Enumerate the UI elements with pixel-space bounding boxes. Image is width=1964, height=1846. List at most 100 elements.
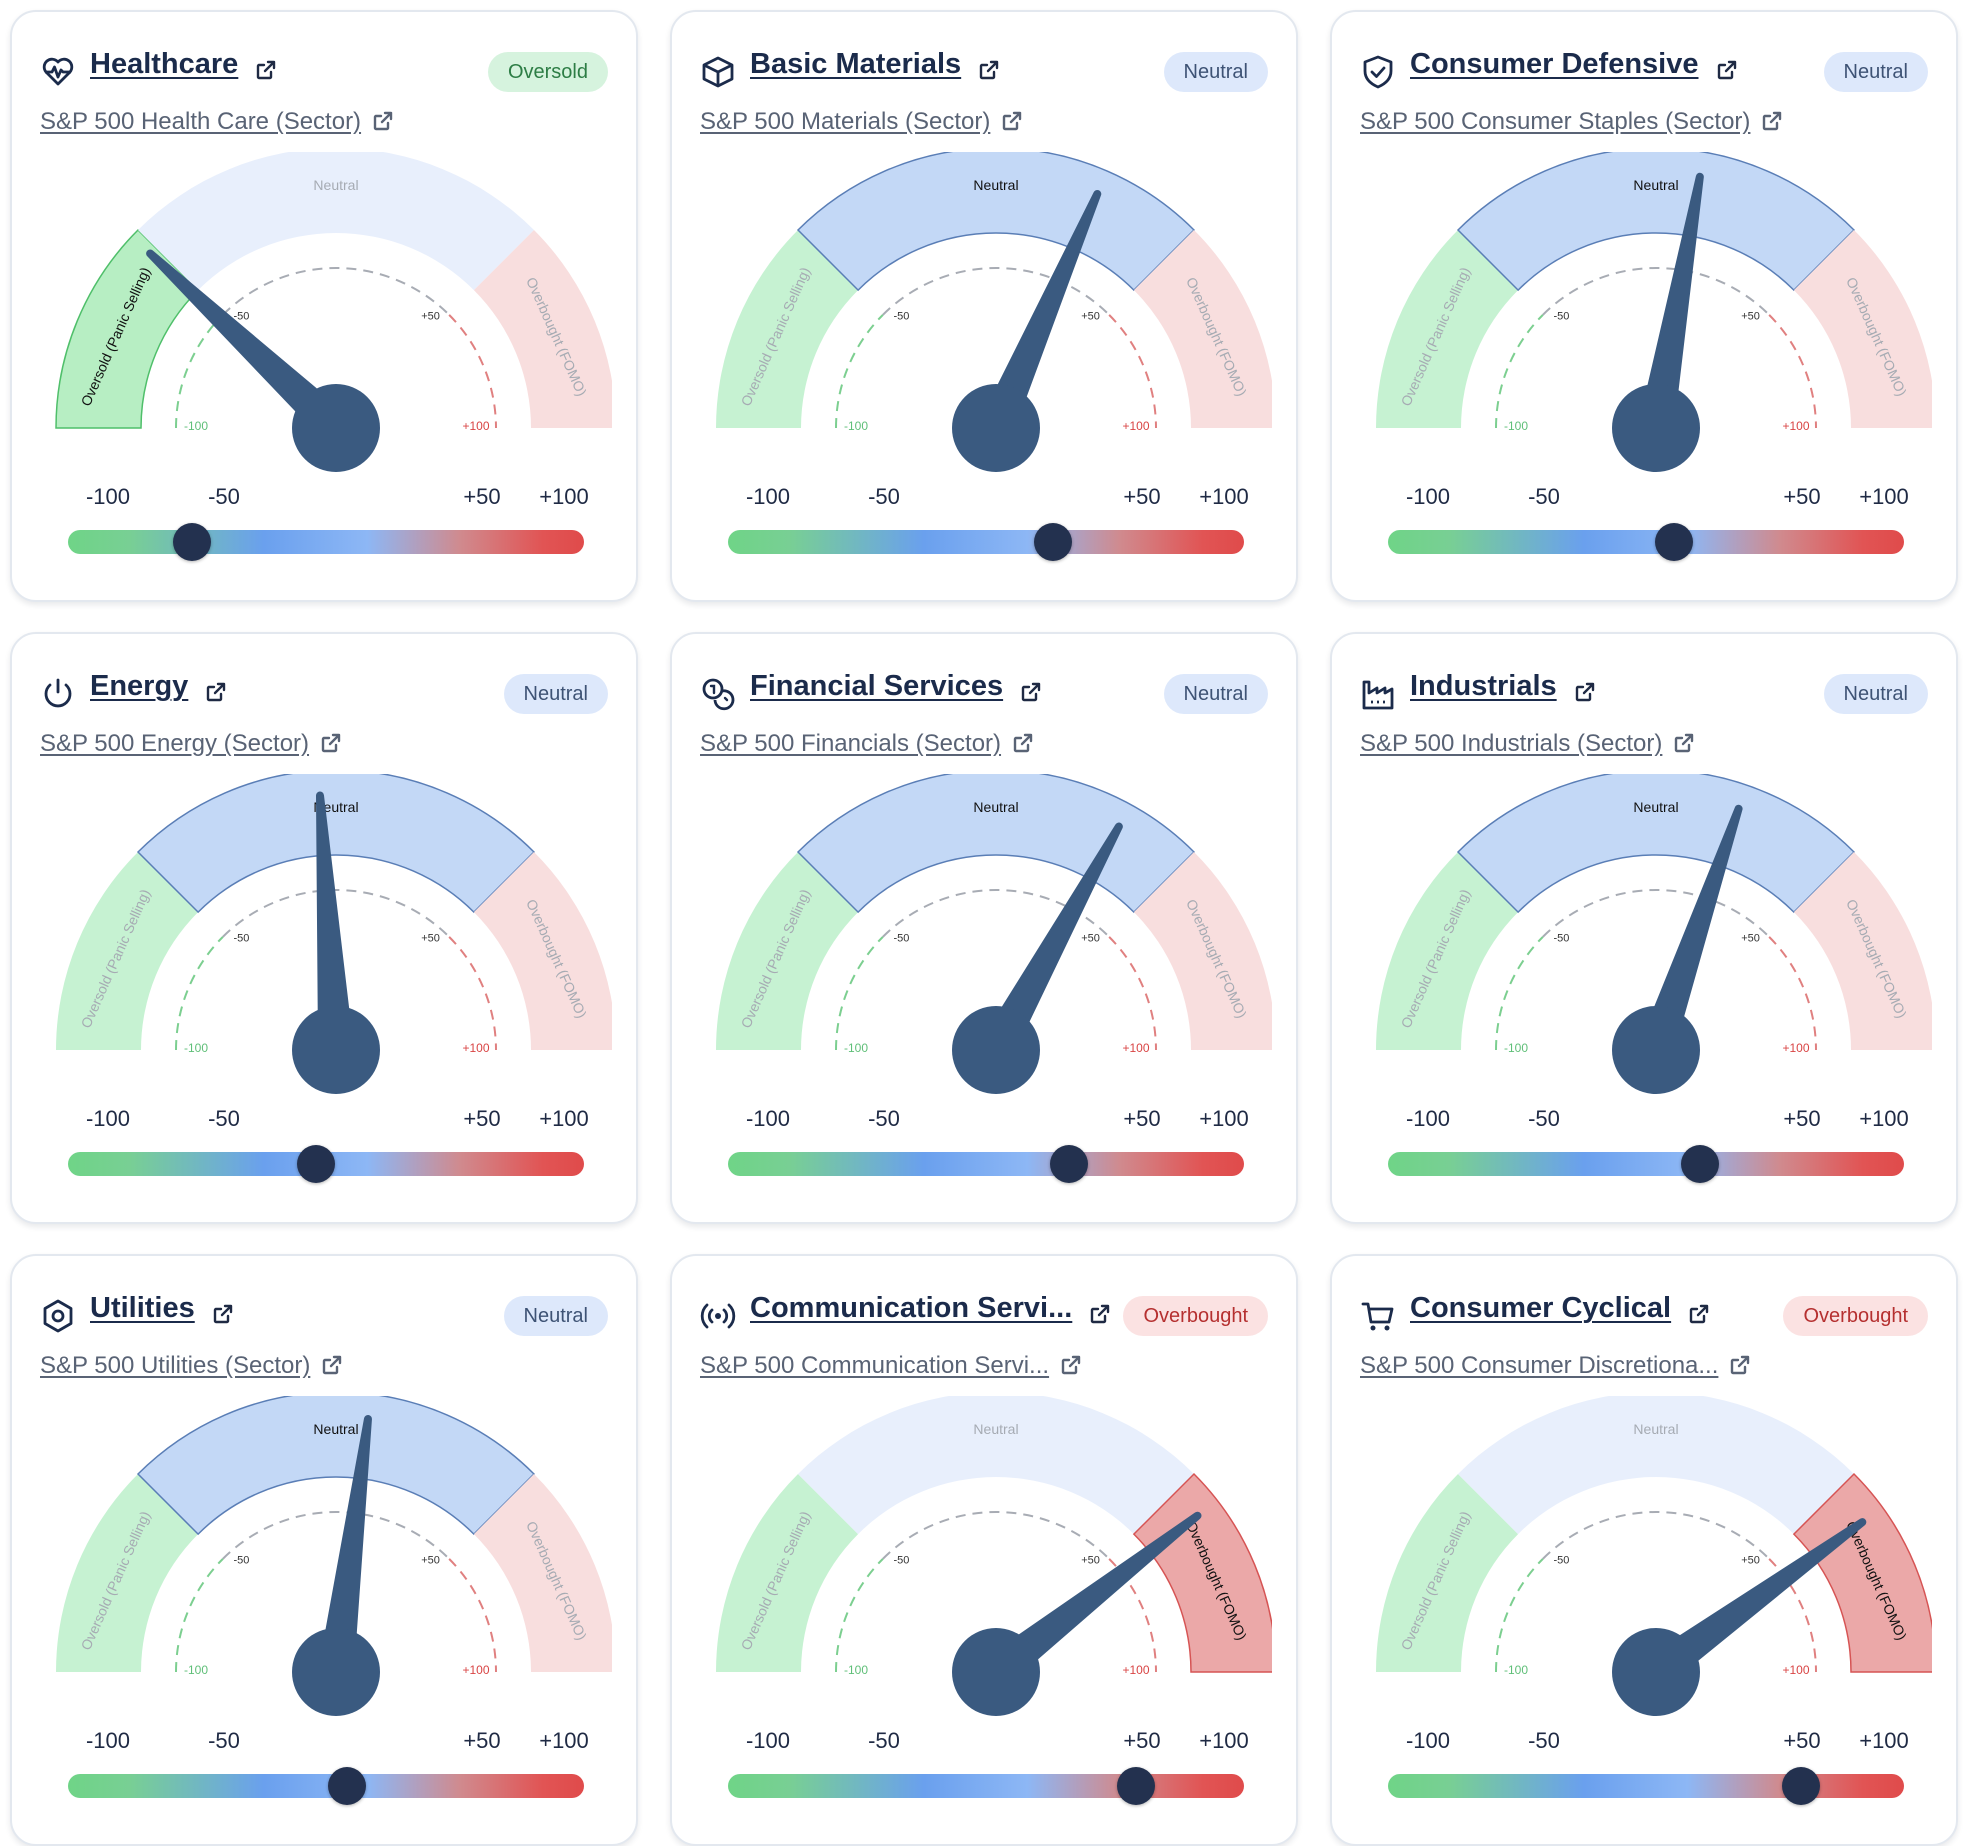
- scale-tick-label: -50: [208, 1728, 240, 1753]
- scale-tick-label: -50: [1528, 1728, 1560, 1753]
- gauge-needle: [318, 1415, 372, 1675]
- sentiment-slider-knob: [1049, 1145, 1088, 1183]
- inner-arc-oversold: [1495, 1558, 1544, 1673]
- gauge-zone-overbought: [1793, 230, 1932, 428]
- external-link-icon[interactable]: [1728, 1353, 1752, 1377]
- inner-tick-label: +50: [1081, 310, 1100, 322]
- index-link[interactable]: S&P 500 Consumer Staples (Sector): [1360, 108, 1751, 135]
- coins-icon: [700, 676, 736, 712]
- index-link[interactable]: S&P 500 Utilities (Sector): [40, 1352, 311, 1379]
- gauge-zone-overbought: [473, 1474, 612, 1672]
- external-link-icon[interactable]: [1715, 58, 1739, 82]
- index-link[interactable]: S&P 500 Materials (Sector): [700, 108, 991, 135]
- external-link-icon[interactable]: [1687, 1302, 1711, 1326]
- status-badge: Overbought: [1123, 1296, 1268, 1336]
- gauge-needle-hub: [292, 384, 380, 472]
- index-link[interactable]: S&P 500 Consumer Discretiona...: [1360, 1352, 1719, 1379]
- scale-tick-label: +100: [1199, 1728, 1249, 1753]
- external-link-icon[interactable]: [320, 1353, 344, 1377]
- sentiment-gauge: Oversold (Panic Selling) Neutral Overbough…: [1360, 774, 1932, 1104]
- inner-tick-label: -100: [1504, 1041, 1528, 1055]
- sector-title-link[interactable]: Energy: [90, 670, 189, 702]
- sector-gauge-grid: Healthcare Oversold S&P 500 Health Care (S…: [10, 10, 1958, 1846]
- external-link-icon[interactable]: [204, 680, 228, 704]
- external-link-icon[interactable]: [1059, 1353, 1083, 1377]
- gauge-zone-oversold: [716, 852, 859, 1050]
- external-link-icon[interactable]: [1019, 680, 1043, 704]
- inner-tick-label: +50: [1081, 932, 1100, 944]
- gauge-zone-oversold: [56, 1474, 199, 1672]
- external-link-icon[interactable]: [319, 731, 343, 755]
- scale-tick-label: +100: [1859, 1728, 1909, 1753]
- gauge-zone-neutral: [138, 152, 534, 291]
- inner-arc-neutral: [222, 267, 450, 316]
- sector-title-link[interactable]: Consumer Cyclical: [1410, 1292, 1672, 1324]
- sector-title-link[interactable]: Utilities: [90, 1292, 195, 1324]
- index-reference: S&P 500 Health Care (Sector): [40, 108, 612, 142]
- inner-tick-label: +100: [1782, 1663, 1809, 1677]
- status-badge: Neutral: [1823, 52, 1928, 92]
- external-link-icon[interactable]: [1760, 109, 1784, 133]
- gauge-zone-neutral: [796, 152, 1196, 292]
- external-link-icon[interactable]: [1088, 1302, 1112, 1326]
- sector-title-link[interactable]: Basic Materials: [750, 48, 962, 80]
- card-header: Utilities Neutral: [40, 1284, 608, 1348]
- card-header: Communication Servi... Overbought: [700, 1284, 1268, 1348]
- card-header: Industrials Neutral: [1360, 662, 1928, 726]
- index-link[interactable]: S&P 500 Financials (Sector): [700, 730, 1002, 757]
- sector-title-link[interactable]: Communication Servi...: [750, 1292, 1073, 1324]
- broadcast-icon: [700, 1298, 736, 1334]
- inner-arc-oversold: [175, 936, 224, 1051]
- inner-arc-overbought: [448, 936, 497, 1051]
- status-badge: Oversold: [487, 52, 608, 92]
- scale-tick-label: -50: [1528, 484, 1560, 509]
- sentiment-slider-knob: [1681, 1145, 1720, 1183]
- scale-tick-label: +50: [1783, 1728, 1821, 1753]
- inner-arc-oversold: [175, 314, 224, 429]
- gauge-zone-overbought: [1792, 1472, 1932, 1673]
- gauge-needle-hub: [1612, 1628, 1700, 1716]
- sector-title-link[interactable]: Healthcare: [90, 48, 239, 80]
- sentiment-slider-track: [728, 1767, 1244, 1805]
- external-link-icon[interactable]: [1011, 731, 1035, 755]
- scale-tick-label: +50: [1123, 484, 1161, 509]
- scale-tick-label: +100: [539, 484, 589, 509]
- index-link[interactable]: S&P 500 Energy (Sector): [40, 730, 310, 757]
- scale-ticks: -100 -50 +50 +100: [40, 1106, 612, 1136]
- external-link-icon[interactable]: [1672, 731, 1696, 755]
- external-link-icon[interactable]: [977, 58, 1001, 82]
- inner-arc-overbought: [448, 1558, 497, 1673]
- index-link[interactable]: S&P 500 Communication Servi...: [700, 1352, 1050, 1379]
- external-link-icon[interactable]: [1573, 680, 1597, 704]
- gauge-needle-hub: [1612, 384, 1700, 472]
- sector-title-link[interactable]: Industrials: [1410, 670, 1557, 702]
- external-link-icon[interactable]: [211, 1302, 235, 1326]
- gauge-zone-neutral: [1458, 1396, 1854, 1535]
- gauge-zone-overbought: [1132, 1472, 1272, 1673]
- scale-tick-label: +50: [1783, 484, 1821, 509]
- external-link-icon[interactable]: [254, 58, 278, 82]
- inner-arc-neutral: [1542, 1511, 1770, 1560]
- gauge-zone-neutral: [136, 1396, 536, 1536]
- card-header: Basic Materials Neutral: [700, 40, 1268, 104]
- inner-arc-neutral: [882, 267, 1110, 316]
- index-link[interactable]: S&P 500 Health Care (Sector): [40, 108, 362, 135]
- scale-ticks: -100 -50 +50 +100: [700, 1106, 1272, 1136]
- status-badge: Neutral: [503, 674, 608, 714]
- sector-card: Consumer Defensive Neutral S&P 500 Consume…: [1330, 10, 1958, 602]
- sentiment-gauge: Oversold (Panic Selling) Neutral Overbough…: [40, 1396, 612, 1726]
- card-header: Energy Neutral: [40, 662, 608, 726]
- index-link[interactable]: S&P 500 Industrials (Sector): [1360, 730, 1663, 757]
- inner-arc-overbought: [1108, 314, 1157, 429]
- gauge-needle: [1638, 804, 1743, 1056]
- external-link-icon[interactable]: [1000, 109, 1024, 133]
- sentiment-slider-track: [68, 523, 584, 561]
- inner-arc-neutral: [1542, 267, 1770, 316]
- external-link-icon[interactable]: [371, 109, 395, 133]
- sector-title-link[interactable]: Consumer Defensive: [1410, 48, 1699, 80]
- sector-title-link[interactable]: Financial Services: [750, 670, 1004, 702]
- sector-card: Utilities Neutral S&P 500 Utilities (Secto…: [10, 1254, 638, 1846]
- sentiment-slider-track: [1388, 1145, 1904, 1183]
- inner-tick-label: -100: [1504, 1663, 1528, 1677]
- sentiment-gauge: Oversold (Panic Selling) Neutral Overbough…: [1360, 152, 1932, 482]
